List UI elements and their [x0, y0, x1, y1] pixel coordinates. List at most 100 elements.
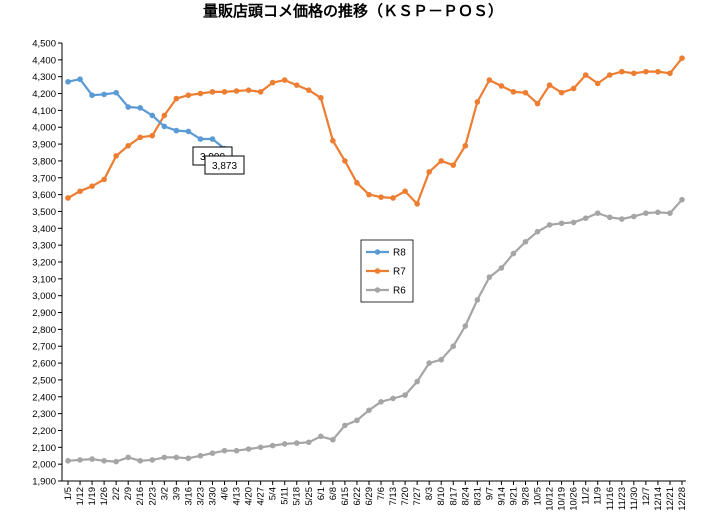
data-point-r7	[486, 77, 493, 83]
data-point-r6	[330, 436, 336, 443]
data-point-r7	[390, 195, 396, 201]
data-point-r8	[209, 136, 216, 142]
x-tick-label: 5/25	[304, 487, 315, 506]
data-point-r6	[606, 214, 613, 221]
data-point-r7	[269, 79, 276, 86]
data-point-r7	[161, 112, 168, 119]
data-point-r7	[245, 87, 252, 93]
data-point-r8	[65, 78, 71, 85]
data-point-r7	[619, 68, 625, 75]
x-tick-label: 12/14	[653, 487, 664, 511]
data-point-r6	[354, 417, 360, 424]
x-tick-label: 7/13	[388, 487, 399, 506]
data-point-r7	[594, 80, 601, 87]
x-tick-label: 10/19	[557, 487, 568, 511]
data-point-r8	[137, 105, 144, 111]
chart-title: 量販店頭コメ価格の推移（ＫＳＰ－ＰＯＳ）	[203, 2, 503, 20]
data-point-r7	[137, 134, 144, 141]
y-tick-label: 3,500	[32, 207, 56, 218]
y-tick-label: 2,300	[32, 409, 56, 420]
data-point-r7	[378, 194, 384, 200]
data-point-r7	[354, 180, 360, 186]
x-tick-label: 9/14	[496, 487, 507, 506]
data-point-r7	[655, 68, 661, 75]
data-point-r7	[342, 158, 348, 164]
x-tick-label: 5/4	[268, 487, 279, 500]
data-point-r6	[245, 446, 252, 452]
data-point-r7	[89, 183, 95, 189]
series-line-r7	[67, 57, 683, 205]
data-point-r6	[582, 215, 589, 221]
x-tick-label: 8/10	[436, 487, 447, 506]
callout-label: 3,873	[212, 161, 237, 172]
x-tick-label: 12/7	[641, 487, 652, 506]
callout-box	[204, 155, 245, 175]
x-tick-label: 1/12	[75, 487, 86, 506]
x-tick-label: 8/31	[472, 487, 483, 506]
x-tick-label: 9/28	[520, 487, 531, 506]
y-tick-label: 4,300	[32, 72, 56, 83]
data-point-r7	[402, 188, 408, 195]
data-point-r6	[498, 265, 505, 271]
data-point-r8	[173, 127, 180, 134]
data-point-r8	[113, 89, 119, 96]
legend-marker-r7	[374, 268, 381, 274]
x-tick-label: 3/30	[207, 487, 218, 506]
x-tick-label: 11/2	[581, 487, 592, 505]
data-point-r7	[679, 55, 685, 61]
data-point-r7	[305, 87, 312, 93]
x-tick-label: 3/2	[159, 487, 170, 500]
x-tick-label: 5/11	[280, 487, 291, 505]
data-point-r6	[185, 455, 192, 462]
x-tick-label: 1/26	[99, 487, 110, 506]
data-point-r7	[197, 90, 204, 97]
x-tick-label: 12/21	[665, 487, 676, 511]
y-tick-label: 3,200	[32, 258, 56, 269]
series-r7	[65, 55, 685, 207]
y-tick-label: 3,700	[32, 173, 56, 184]
y-tick-label: 2,000	[32, 460, 56, 471]
data-point-r6	[402, 392, 408, 398]
y-tick-label: 2,100	[32, 443, 56, 454]
x-tick-label: 6/29	[364, 487, 375, 506]
data-point-r6	[619, 216, 625, 222]
data-point-r6	[318, 433, 324, 440]
y-axis-ticks: 1,900 2,000 2,100 2,200 2,300 2,400 2,500 2,600…	[32, 39, 62, 488]
data-point-r7	[426, 169, 432, 175]
data-point-r6	[643, 210, 649, 216]
data-point-r7	[233, 88, 240, 94]
y-tick-label: 2,800	[32, 325, 56, 336]
data-point-r6	[366, 407, 372, 414]
data-point-r8	[89, 92, 95, 99]
data-point-r6	[558, 220, 565, 227]
data-point-r7	[510, 89, 517, 95]
data-point-r6	[414, 378, 420, 385]
y-tick-label: 4,400	[32, 55, 56, 66]
y-tick-label: 3,600	[32, 190, 56, 201]
legend-label-r6: R6	[393, 286, 406, 297]
x-axis-ticks: 1/5 1/12 1/19 1/26 2/2 2/9 2/16 2/23 3/2 3/9 3/16 3…	[63, 481, 688, 511]
data-point-r6	[137, 457, 144, 464]
x-tick-label: 8/24	[460, 487, 471, 506]
data-point-r7	[558, 89, 565, 96]
data-point-r6	[546, 222, 553, 228]
data-point-r7	[631, 70, 637, 77]
y-tick-label: 4,200	[32, 89, 56, 100]
data-point-r6	[293, 440, 300, 446]
data-point-r6	[305, 439, 312, 446]
data-point-r7	[185, 92, 192, 99]
data-point-r7	[450, 162, 457, 168]
x-tick-label: 7/6	[376, 487, 387, 500]
x-tick-label: 10/26	[569, 487, 580, 511]
data-point-r7	[209, 89, 216, 95]
data-point-r6	[269, 442, 276, 449]
data-point-r8	[125, 104, 131, 110]
y-tick-label: 3,900	[32, 140, 56, 151]
data-point-r7	[125, 142, 131, 149]
data-point-r6	[510, 250, 517, 257]
x-tick-label: 11/16	[605, 487, 616, 510]
y-tick-label: 3,000	[32, 291, 56, 302]
y-tick-label: 4,500	[32, 39, 56, 50]
legend-label-r8: R8	[393, 248, 406, 259]
